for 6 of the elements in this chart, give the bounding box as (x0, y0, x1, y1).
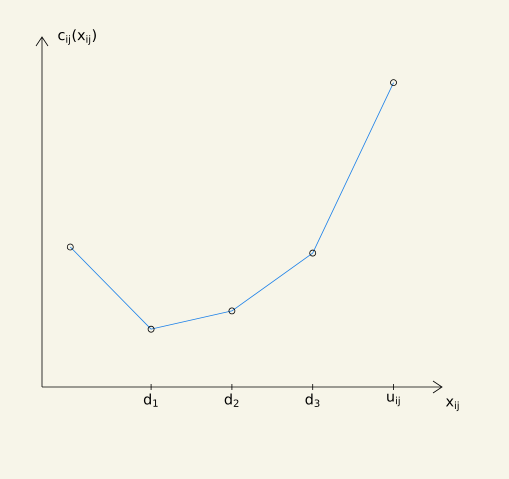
x-tick-label: d$_{1}$ (144, 394, 158, 407)
x-tick-label: d$_{2}$ (224, 394, 238, 407)
y-axis-title: c$_{ij}$(x$_{ij}$) (58, 29, 96, 45)
x-axis-title: x$_{ij}$ (446, 398, 459, 412)
x-tick-label: u$_{ij}$ (387, 394, 400, 406)
x-tick-label: d$_{3}$ (306, 394, 320, 408)
